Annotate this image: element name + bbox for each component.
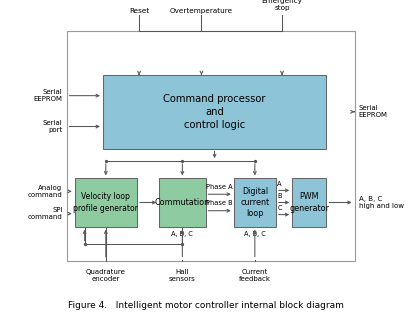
Bar	[292, 178, 326, 227]
Text: Serial
EEPROM: Serial EEPROM	[34, 89, 62, 102]
Text: A: A	[277, 181, 282, 187]
Text: Velocity loop
profile generator: Velocity loop profile generator	[74, 192, 138, 213]
Text: PWM
generator: PWM generator	[289, 192, 329, 213]
Bar	[75, 178, 137, 227]
Text: Serial
port: Serial port	[43, 120, 62, 133]
Bar	[67, 31, 355, 261]
Bar	[159, 178, 206, 227]
Text: Overtemperature: Overtemperature	[170, 8, 233, 14]
Text: A, B, C: A, B, C	[171, 231, 193, 237]
Text: Serial
EEPROM: Serial EEPROM	[358, 105, 388, 118]
Text: A, B, C
high and low: A, B, C high and low	[358, 196, 404, 209]
Text: Phase A: Phase A	[206, 183, 233, 189]
Text: Commutation: Commutation	[155, 198, 210, 207]
Text: SPI
command: SPI command	[28, 207, 62, 220]
Text: Hall
sensors: Hall sensors	[169, 269, 196, 282]
Text: Quadrature
encoder: Quadrature encoder	[86, 269, 126, 282]
Text: Current
feedback: Current feedback	[239, 269, 271, 282]
Text: Phase B: Phase B	[206, 200, 233, 206]
Text: C: C	[277, 205, 282, 211]
Text: Analog
command: Analog command	[28, 185, 62, 198]
Text: Reset: Reset	[129, 8, 149, 14]
Text: B: B	[277, 193, 282, 199]
Text: A, B, C: A, B, C	[244, 231, 266, 237]
Text: Digital
current
loop: Digital current loop	[240, 187, 269, 219]
Bar	[234, 178, 276, 227]
Bar	[103, 75, 326, 149]
Text: Command processor
and
control logic: Command processor and control logic	[163, 94, 266, 130]
Text: Figure 4.   Intelligent motor controller internal block diagram: Figure 4. Intelligent motor controller i…	[67, 300, 344, 309]
Text: Emergency
stop: Emergency stop	[261, 0, 302, 11]
